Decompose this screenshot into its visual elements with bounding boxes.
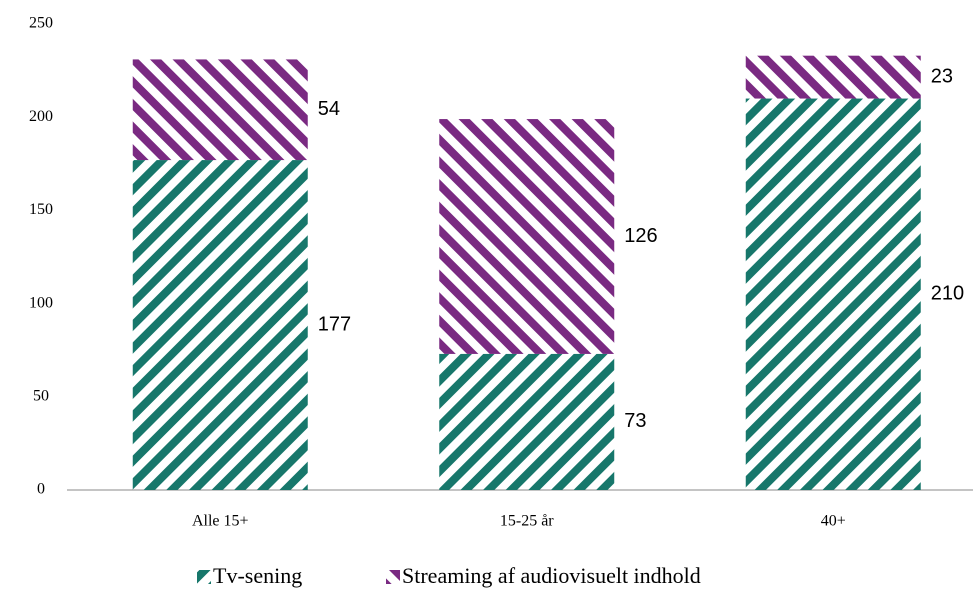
data-label: 54 [318,98,340,120]
legend-swatch [386,570,400,584]
y-tick-label: 250 [29,15,53,32]
data-label: 126 [624,225,657,247]
legend-label: Streaming af audiovisuelt indhold [402,563,701,588]
data-label: 210 [931,283,964,305]
y-tick-label: 150 [29,201,53,218]
y-tick-label: 0 [37,481,45,498]
bar-segment [439,353,615,490]
data-label: 177 [318,313,351,335]
y-tick-label: 100 [29,294,53,311]
bar-segment [439,119,615,354]
bar-segment [745,55,921,99]
y-tick-label: 50 [33,387,49,404]
legend-swatch [197,570,211,584]
x-tick-label: Alle 15+ [192,513,249,530]
x-tick-label: 15-25 år [500,513,554,530]
legend-label: Tv-sening [213,563,302,588]
data-label: 23 [931,65,953,87]
x-tick-label: 40+ [821,513,846,530]
bar-segment [132,59,308,161]
bar-segment [132,160,308,490]
data-label: 73 [624,410,646,432]
bar-segment [745,98,921,490]
y-tick-label: 200 [29,108,53,125]
